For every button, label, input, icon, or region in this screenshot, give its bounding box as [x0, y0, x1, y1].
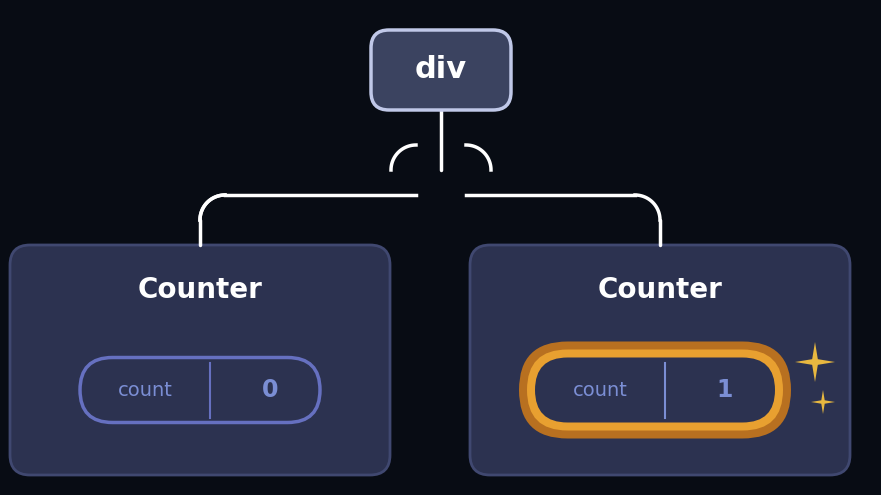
Polygon shape [811, 390, 835, 414]
FancyBboxPatch shape [535, 357, 775, 423]
Polygon shape [795, 342, 835, 382]
Text: 0: 0 [262, 378, 278, 402]
FancyBboxPatch shape [470, 245, 850, 475]
Text: 1: 1 [717, 378, 733, 402]
Text: count: count [117, 381, 173, 399]
Text: Counter: Counter [137, 276, 263, 304]
FancyBboxPatch shape [371, 30, 511, 110]
Text: Counter: Counter [597, 276, 722, 304]
FancyBboxPatch shape [80, 357, 320, 423]
FancyBboxPatch shape [527, 349, 783, 431]
Text: count: count [573, 381, 627, 399]
FancyBboxPatch shape [10, 245, 390, 475]
Text: div: div [415, 55, 467, 85]
FancyBboxPatch shape [519, 342, 791, 439]
